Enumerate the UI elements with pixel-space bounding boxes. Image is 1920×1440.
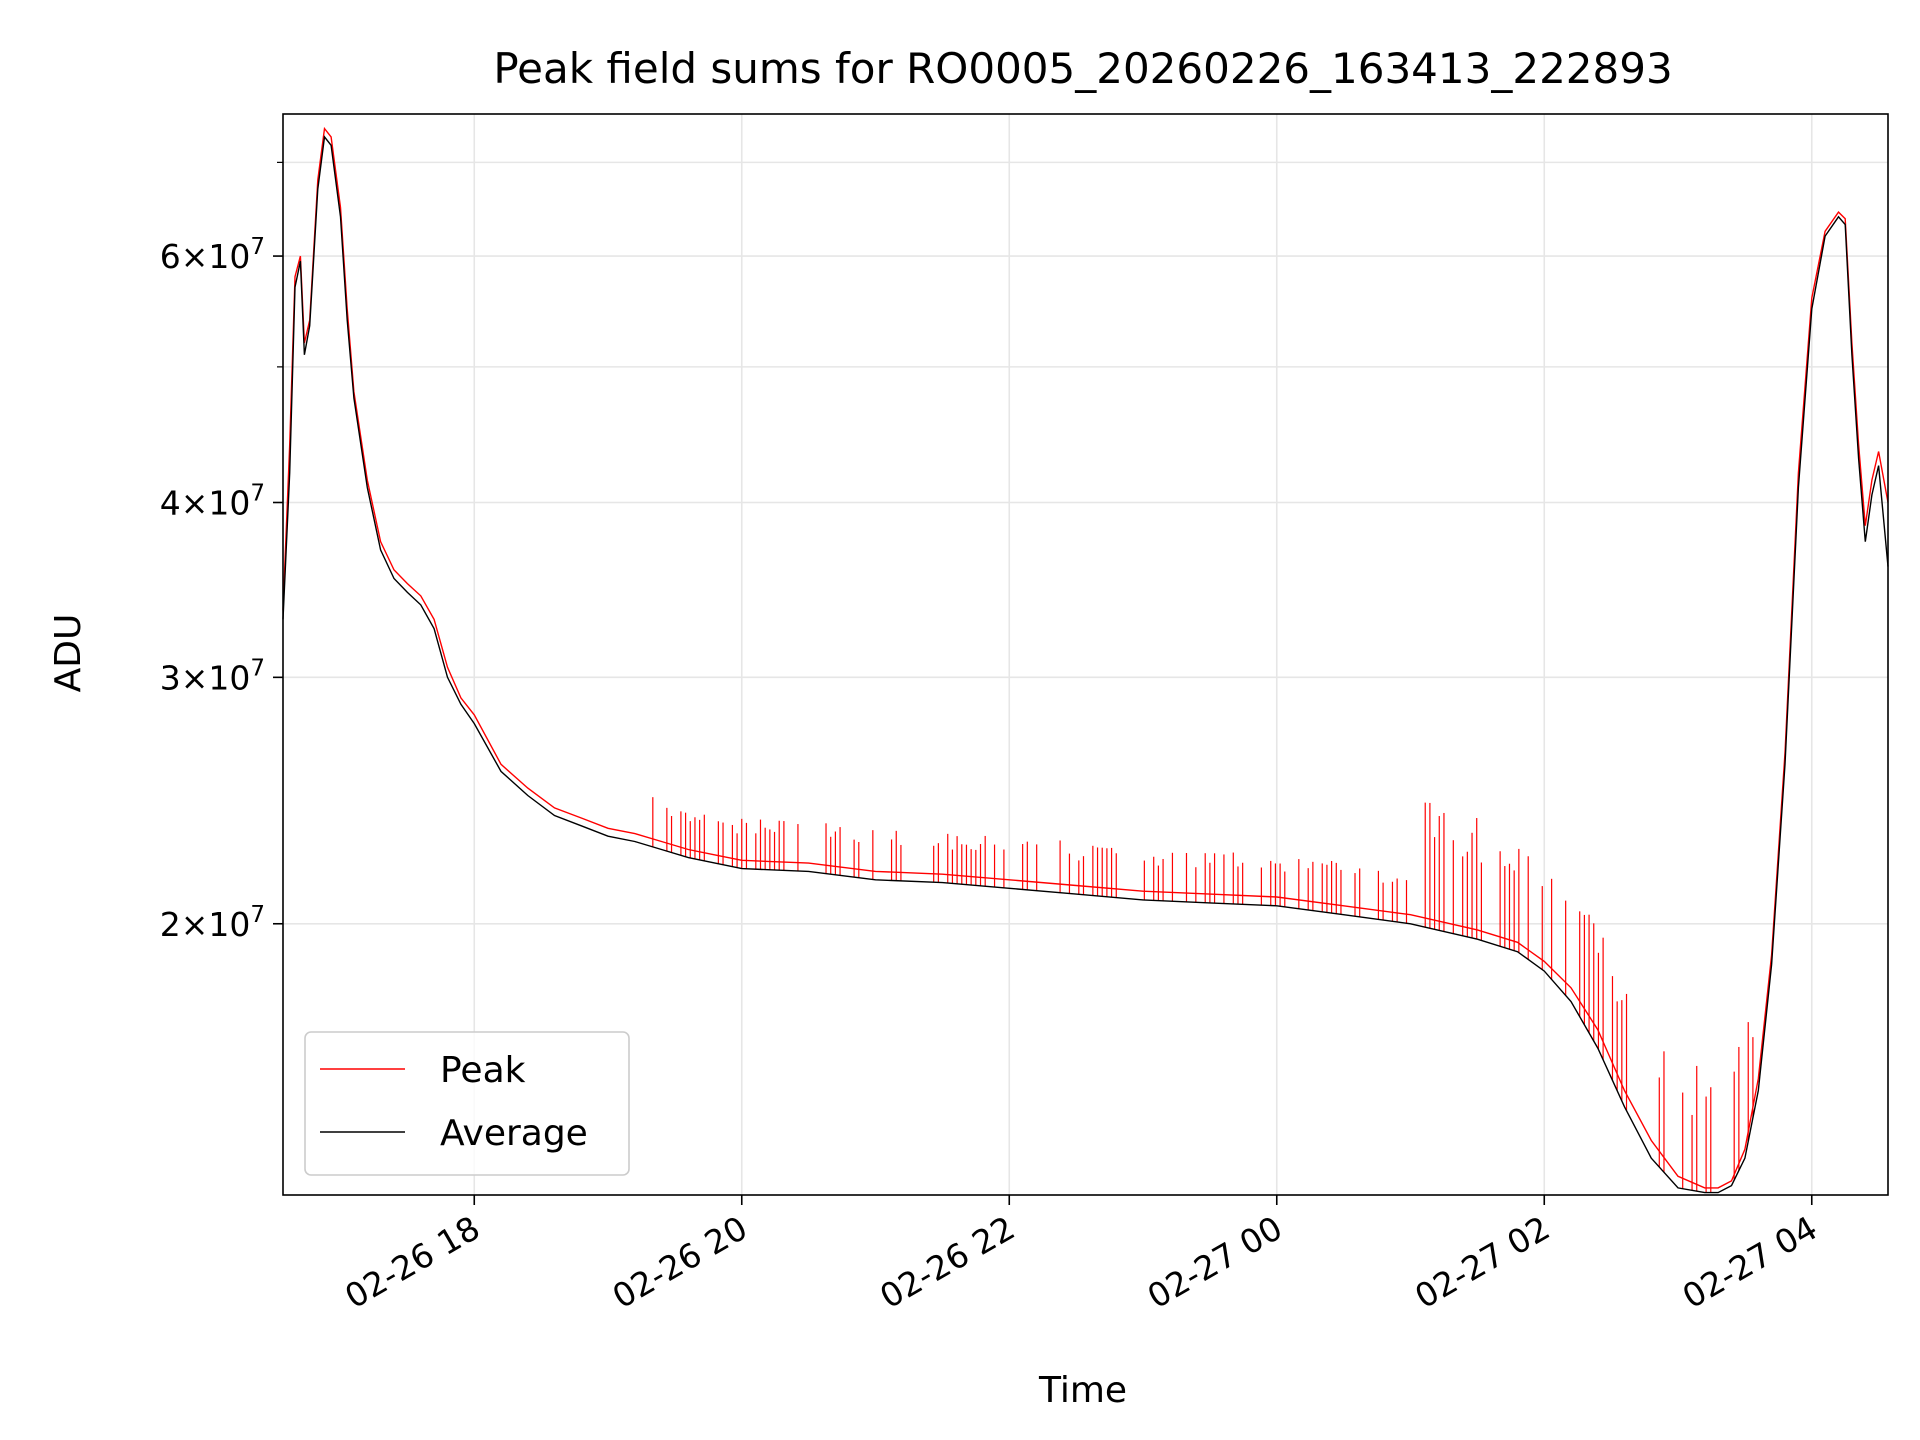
x-axis-label: Time <box>1038 1370 1127 1411</box>
y-tick-label: 3×107 <box>160 655 265 697</box>
y-tick-mantissa: 3×10 <box>160 658 251 697</box>
axes-frame <box>282 113 1889 1196</box>
legend: Peak Average <box>304 1031 630 1176</box>
y-axis-label: ADU <box>48 614 89 693</box>
y-tick-exponent: 7 <box>250 234 265 260</box>
y-tick-exponent: 7 <box>250 655 265 681</box>
grid-lines <box>283 114 1888 1195</box>
legend-peak-label: Peak <box>440 1050 526 1091</box>
y-tick-mantissa: 6×10 <box>160 237 251 276</box>
y-tick-label: 2×107 <box>160 902 265 944</box>
y-tick-mantissa: 2×10 <box>160 905 251 944</box>
y-tick-label: 4×107 <box>160 480 265 522</box>
y-tick-exponent: 7 <box>250 902 265 928</box>
plot-series <box>282 126 1889 1194</box>
y-tick-mantissa: 4×10 <box>160 483 251 522</box>
chart-title: Peak field sums for RO0005_20260226_1634… <box>493 44 1672 93</box>
y-tick-exponent: 7 <box>250 480 265 506</box>
legend-box <box>304 1031 630 1176</box>
peak-spike-marks <box>652 797 1754 1193</box>
average-series-line <box>282 135 1889 1194</box>
legend-average-label: Average <box>440 1113 588 1154</box>
y-tick-label: 6×107 <box>160 234 265 276</box>
